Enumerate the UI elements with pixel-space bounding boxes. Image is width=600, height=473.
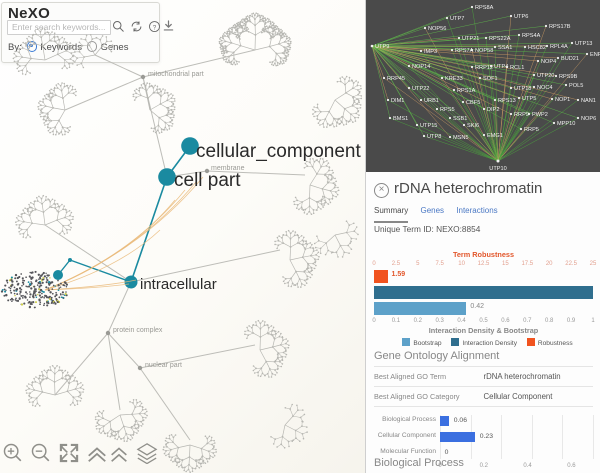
svg-text:RRP45: RRP45 [387, 76, 405, 82]
svg-text:DIP2: DIP2 [487, 107, 499, 113]
svg-text:UTP22: UTP22 [412, 86, 429, 92]
svg-text:UTP15: UTP15 [420, 123, 437, 129]
svg-text:NAN1: NAN1 [581, 98, 596, 104]
svg-text:NOP6: NOP6 [581, 116, 596, 122]
svg-text:NOP14: NOP14 [412, 64, 430, 70]
svg-text:NOP58: NOP58 [475, 48, 493, 54]
svg-text:SSA1: SSA1 [498, 45, 512, 51]
svg-text:UTP20: UTP20 [537, 73, 554, 79]
svg-text:DIM1: DIM1 [391, 98, 404, 104]
svg-text:RPS22A: RPS22A [489, 36, 511, 42]
svg-text:RPS13: RPS13 [498, 98, 516, 104]
svg-text:NOP4: NOP4 [541, 59, 556, 65]
svg-text:SKI6: SKI6 [467, 123, 479, 129]
svg-text:UTP9: UTP9 [375, 44, 389, 50]
svg-text:RPL4A: RPL4A [550, 44, 568, 50]
svg-text:RCL1: RCL1 [510, 65, 524, 71]
svg-text:KRE33: KRE33 [445, 76, 463, 82]
svg-text:UTP7: UTP7 [450, 16, 464, 22]
svg-text:PWP2: PWP2 [532, 112, 548, 118]
svg-text:UTP6: UTP6 [514, 14, 528, 20]
svg-text:MPP10: MPP10 [557, 121, 575, 127]
svg-text:UTP8: UTP8 [427, 134, 441, 140]
svg-text:NOC4: NOC4 [537, 85, 553, 91]
svg-text:HSC82: HSC82 [528, 45, 546, 51]
svg-text:RPS17B: RPS17B [549, 24, 571, 30]
svg-text:UTP5: UTP5 [522, 96, 536, 102]
svg-text:NOP1: NOP1 [555, 97, 570, 103]
svg-text:URB1: URB1 [424, 98, 439, 104]
svg-text:ENP1: ENP1 [590, 52, 600, 58]
svg-text:UTP21: UTP21 [462, 36, 479, 42]
svg-text:UTP18: UTP18 [514, 86, 531, 92]
svg-text:BUD21: BUD21 [561, 56, 579, 62]
svg-text:RPS7A: RPS7A [455, 48, 474, 54]
svg-text:BMS1: BMS1 [393, 116, 408, 122]
svg-text:RPS8A: RPS8A [475, 5, 494, 11]
svg-text:POL5: POL5 [569, 83, 583, 89]
svg-text:RPS1A: RPS1A [457, 88, 476, 94]
svg-text:SSB1: SSB1 [453, 116, 467, 122]
svg-text:UTP13: UTP13 [575, 41, 592, 47]
svg-text:EMG1: EMG1 [487, 133, 503, 139]
svg-text:RRP9: RRP9 [514, 112, 529, 118]
svg-text:RRP5: RRP5 [524, 127, 539, 133]
svg-text:CBF5: CBF5 [466, 100, 480, 106]
svg-text:NOP56: NOP56 [428, 26, 446, 32]
svg-text:RPS5: RPS5 [440, 107, 455, 113]
svg-text:RPS9B: RPS9B [559, 74, 578, 80]
svg-text:RPS4A: RPS4A [522, 33, 541, 39]
svg-text:SOF1: SOF1 [483, 76, 498, 82]
svg-text:IMP3: IMP3 [424, 49, 437, 55]
svg-text:MSN5: MSN5 [453, 135, 469, 141]
